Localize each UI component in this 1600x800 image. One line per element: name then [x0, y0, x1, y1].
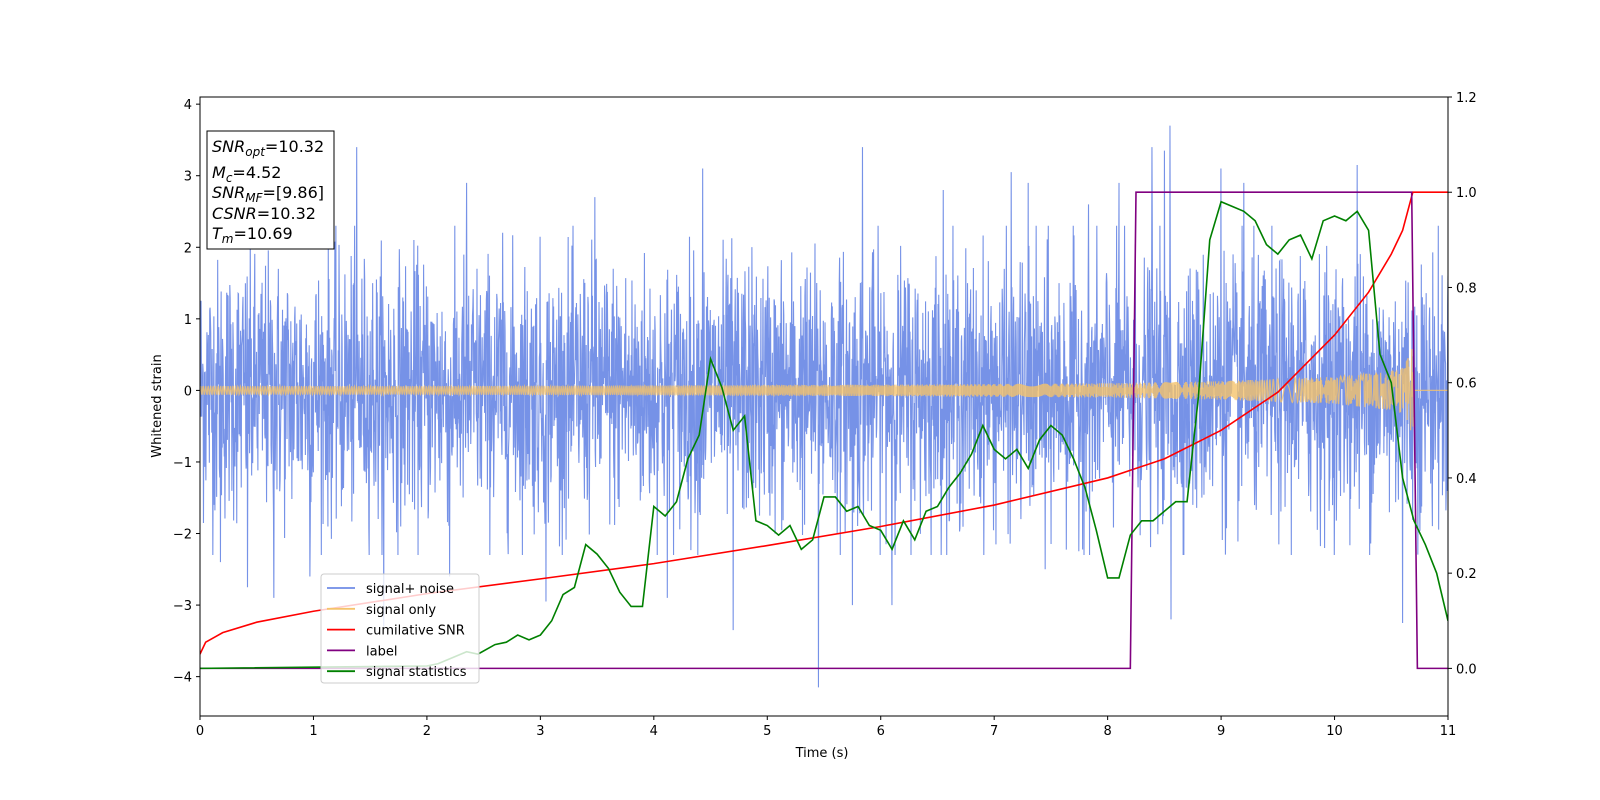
- legend-label-2: cumilative SNR: [366, 624, 465, 639]
- x-tick-label-9: 9: [1217, 724, 1225, 739]
- y-left-tick-label-1: −3: [173, 599, 192, 614]
- series-signal-statistics: [200, 200, 1448, 670]
- y-right-tick-label-1: 0.2: [1456, 567, 1477, 582]
- x-tick-label-11: 11: [1440, 724, 1457, 739]
- y-left-tick-label-7: 3: [184, 170, 192, 185]
- y-axis-title: Whitened strain: [150, 354, 165, 457]
- legend-label-0: signal+ noise: [366, 582, 454, 597]
- legend-frame: [320, 573, 480, 684]
- y-right-tick-label-2: 0.4: [1456, 472, 1477, 487]
- legend-label-1: signal only: [366, 603, 436, 618]
- x-tick-label-7: 7: [990, 724, 998, 739]
- y-left-tick-label-8: 4: [184, 98, 192, 113]
- y-right-tick-label-4: 0.8: [1456, 281, 1477, 296]
- y-right-tick-label-0: 0.0: [1456, 662, 1477, 677]
- x-tick-label-5: 5: [763, 724, 771, 739]
- plot-frame: [199, 96, 1449, 717]
- x-tick-label-1: 1: [309, 724, 317, 739]
- x-axis-title: Time (s): [795, 746, 849, 761]
- x-tick-label-10: 10: [1326, 724, 1343, 739]
- annotation-snr-opt: SNRopt=10.32: [212, 137, 324, 159]
- legend-label-3: label: [366, 644, 397, 659]
- series-label: [200, 191, 1448, 670]
- label-line: [200, 191, 1448, 670]
- series-signal-only: [200, 349, 1448, 431]
- y-left-tick-label-2: −2: [173, 528, 192, 543]
- series-signal-plus-noise: [200, 125, 1448, 688]
- y-axis-left: −4 −3 −2 −1 0 1 2 3 4: [173, 98, 200, 686]
- y-left-tick-label-6: 2: [184, 241, 192, 256]
- annotation-tm: Tm=10.69: [212, 224, 293, 246]
- x-tick-label-2: 2: [423, 724, 431, 739]
- y-left-tick-label-4: 0: [184, 384, 192, 399]
- annotation-box: SNRopt=10.32 Mc=4.52 SNRMF=[9.86] CSNR=1…: [206, 130, 335, 250]
- y-axis-right: 0.0 0.2 0.4 0.6 0.8 1.0 1.2: [1448, 91, 1477, 677]
- legend-label-4: signal statistics: [366, 665, 467, 680]
- annotation-snr-mf: SNRMF=[9.86]: [212, 183, 324, 205]
- y-right-tick-label-6: 1.2: [1456, 91, 1477, 106]
- y-left-tick-label-3: −1: [173, 456, 192, 471]
- signal-statistics-line: [200, 200, 1448, 670]
- x-tick-label-0: 0: [196, 724, 204, 739]
- legend: signal+ noise signal only cumilative SNR la…: [320, 573, 480, 684]
- annotation-frame: [206, 130, 335, 250]
- x-tick-label-3: 3: [536, 724, 544, 739]
- y-right-tick-label-5: 1.0: [1456, 186, 1477, 201]
- series-cumulative-snr: [200, 191, 1448, 655]
- y-left-tick-label-0: −4: [173, 671, 192, 686]
- y-right-tick-label-3: 0.6: [1456, 377, 1477, 392]
- signal-plus-noise-line: [200, 125, 1448, 688]
- x-tick-label-8: 8: [1103, 724, 1111, 739]
- signal-only-line: [200, 349, 1448, 431]
- x-tick-label-4: 4: [650, 724, 658, 739]
- annotation-mc: Mc=4.52: [212, 163, 281, 185]
- x-axis: 0 1 2 3 4 5 6 7 8 9 10 11: [196, 716, 1456, 739]
- x-tick-label-6: 6: [877, 724, 885, 739]
- y-left-tick-label-5: 1: [184, 313, 192, 328]
- annotation-csnr: CSNR=10.32: [212, 204, 316, 223]
- cumulative-snr-line: [200, 191, 1448, 655]
